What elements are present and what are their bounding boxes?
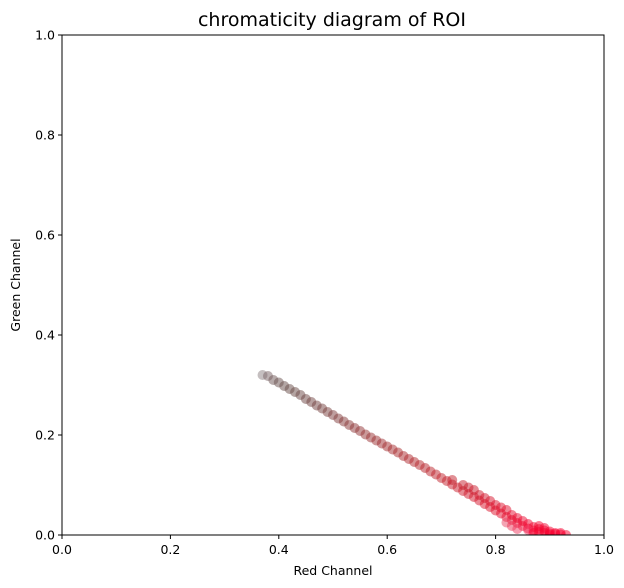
y-axis-label: Green Channel [8, 238, 23, 331]
y-tick-label: 1.0 [35, 28, 55, 43]
scatter-point [528, 528, 539, 535]
x-axis-label: Red Channel [293, 563, 372, 578]
scatter-point [458, 480, 469, 490]
y-tick-label: 0.8 [35, 128, 55, 143]
y-tick-label: 0.0 [35, 528, 55, 543]
x-tick-label: 0.8 [486, 542, 506, 557]
plot-frame [61, 34, 605, 536]
scatter-point [512, 524, 523, 534]
scatter-point [544, 530, 555, 535]
scatter-point [496, 502, 507, 513]
scatter-point [447, 475, 458, 485]
y-tick-label: 0.4 [35, 328, 55, 343]
x-tick-label: 1.0 [594, 542, 614, 557]
axis-ticks: 0.0 0.2 0.4 0.6 0.8 1.0 0.0 0.2 0.4 0.6 0.8 1.0 [35, 28, 614, 558]
x-tick-label: 0.6 [377, 542, 397, 557]
y-tick-label: 0.2 [35, 428, 55, 443]
scatter-point [539, 523, 550, 533]
x-tick-label: 0.4 [269, 542, 289, 557]
x-tick-label: 0.2 [160, 542, 180, 557]
scatter-point [479, 493, 490, 503]
scatter-point [468, 485, 479, 495]
y-tick-label: 0.6 [35, 228, 55, 243]
scatter-point [555, 528, 566, 535]
x-tick-label: 0.0 [52, 542, 72, 557]
scatter-points [257, 370, 572, 535]
chart-title: chromaticity diagram of ROI [198, 9, 466, 31]
